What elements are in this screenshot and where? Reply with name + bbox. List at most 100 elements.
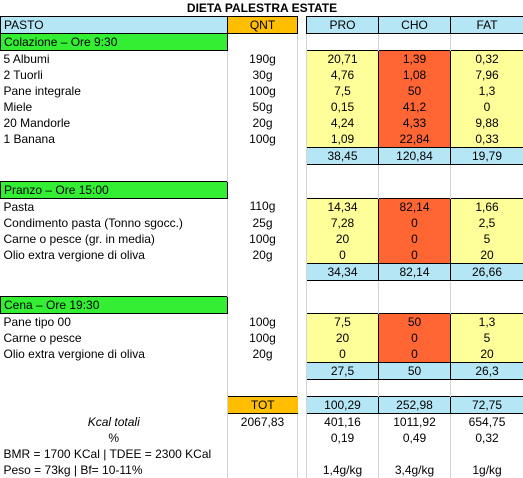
empty-cell[interactable] <box>298 430 307 446</box>
empty-cell[interactable] <box>228 34 298 51</box>
cho-value[interactable]: 0 <box>379 330 451 346</box>
empty-cell[interactable] <box>298 414 307 431</box>
pro-value[interactable]: 0,15 <box>307 99 379 115</box>
fat-total[interactable]: 26,66 <box>451 263 523 280</box>
cho-value[interactable]: 0 <box>379 231 451 247</box>
empty-cell[interactable] <box>228 148 298 165</box>
fat-value[interactable]: 1,3 <box>451 314 523 331</box>
empty-cell[interactable] <box>1 397 228 414</box>
empty-cell[interactable] <box>1 363 228 380</box>
perkg-pro[interactable]: 1,4g/kg <box>307 462 379 478</box>
empty-cell[interactable] <box>298 131 307 148</box>
meal-label[interactable]: Cena – Ore 19:30 <box>1 297 228 314</box>
empty-cell[interactable] <box>298 247 307 264</box>
food-name[interactable]: Carne o pesce (gr. in media) <box>1 231 228 247</box>
pct-cho[interactable]: 0,49 <box>379 430 451 446</box>
cho-total[interactable]: 120,84 <box>379 148 451 165</box>
empty-cell[interactable] <box>298 280 307 297</box>
empty-cell[interactable] <box>298 314 307 331</box>
food-name[interactable]: Pane integrale <box>1 83 228 99</box>
pct-pro[interactable]: 0,19 <box>307 430 379 446</box>
food-qnt[interactable]: 190g <box>228 51 298 68</box>
food-name[interactable]: Olio extra vergione di oliva <box>1 247 228 264</box>
percent-label[interactable]: % <box>1 430 228 446</box>
food-name[interactable]: Pasta <box>1 198 228 215</box>
empty-cell[interactable] <box>379 297 451 314</box>
empty-cell[interactable] <box>298 446 307 462</box>
empty-cell[interactable] <box>298 297 307 314</box>
pro-value[interactable]: 4,76 <box>307 67 379 83</box>
fat-value[interactable]: 7,96 <box>451 67 523 83</box>
header-cho[interactable]: CHO <box>379 17 451 34</box>
food-qnt[interactable]: 100g <box>228 83 298 99</box>
empty-cell[interactable] <box>379 165 451 182</box>
kcal-total[interactable]: 2067,83 <box>228 414 298 431</box>
empty-cell[interactable] <box>298 51 307 68</box>
cho-value[interactable]: 82,14 <box>379 198 451 215</box>
pro-value[interactable]: 7,5 <box>307 83 379 99</box>
cho-value[interactable]: 1,39 <box>379 51 451 68</box>
empty-cell[interactable] <box>451 280 523 297</box>
food-name[interactable]: Miele <box>1 99 228 115</box>
fat-value[interactable]: 5 <box>451 231 523 247</box>
empty-cell[interactable] <box>298 330 307 346</box>
header-qnt[interactable]: QNT <box>228 17 298 34</box>
empty-cell[interactable] <box>1 148 228 165</box>
cho-value[interactable]: 22,84 <box>379 131 451 148</box>
empty-cell[interactable] <box>298 115 307 131</box>
food-qnt[interactable]: 20g <box>228 247 298 264</box>
cho-value[interactable]: 0 <box>379 346 451 363</box>
fat-total[interactable]: 19,79 <box>451 148 523 165</box>
kcal-label[interactable]: Kcal totali <box>1 414 228 431</box>
tot-fat[interactable]: 72,75 <box>451 397 523 414</box>
empty-cell[interactable] <box>228 263 298 280</box>
cho-value[interactable]: 0 <box>379 247 451 264</box>
pro-value[interactable]: 0 <box>307 247 379 264</box>
empty-cell[interactable] <box>228 380 298 397</box>
empty-cell[interactable] <box>298 165 307 182</box>
meal-label[interactable]: Pranzo – Ore 15:00 <box>1 181 228 198</box>
pro-total[interactable]: 38,45 <box>307 148 379 165</box>
food-qnt[interactable]: 20g <box>228 346 298 363</box>
empty-cell[interactable] <box>228 462 298 478</box>
food-qnt[interactable]: 25g <box>228 215 298 231</box>
peso-text[interactable]: Peso = 73kg | Bf= 10-11% <box>1 462 228 478</box>
empty-cell[interactable] <box>451 165 523 182</box>
tot-cho[interactable]: 252,98 <box>379 397 451 414</box>
cho-total[interactable]: 82,14 <box>379 263 451 280</box>
empty-cell[interactable] <box>307 380 379 397</box>
empty-cell[interactable] <box>451 297 523 314</box>
empty-cell[interactable] <box>228 165 298 182</box>
meal-label[interactable]: Colazione – Ore 9:30 <box>1 34 228 51</box>
empty-cell[interactable] <box>379 280 451 297</box>
empty-cell[interactable] <box>298 263 307 280</box>
cho-value[interactable]: 41,2 <box>379 99 451 115</box>
empty-cell[interactable] <box>228 363 298 380</box>
empty-cell[interactable] <box>298 99 307 115</box>
empty-cell[interactable] <box>451 446 523 462</box>
empty-cell[interactable] <box>298 67 307 83</box>
pro-value[interactable]: 20 <box>307 330 379 346</box>
empty-cell[interactable] <box>307 165 379 182</box>
food-qnt[interactable]: 100g <box>228 314 298 331</box>
cho-total[interactable]: 50 <box>379 363 451 380</box>
food-name[interactable]: Condimento pasta (Tonno sgocc.) <box>1 215 228 231</box>
fat-value[interactable]: 1,3 <box>451 83 523 99</box>
empty-cell[interactable] <box>1 165 228 182</box>
empty-cell[interactable] <box>379 181 451 198</box>
empty-cell[interactable] <box>228 446 298 462</box>
food-qnt[interactable]: 50g <box>228 99 298 115</box>
cho-value[interactable]: 50 <box>379 83 451 99</box>
fat-value[interactable]: 0 <box>451 99 523 115</box>
empty-cell[interactable] <box>298 148 307 165</box>
cho-value[interactable]: 0 <box>379 215 451 231</box>
food-name[interactable]: 20 Mandorle <box>1 115 228 131</box>
empty-cell[interactable] <box>298 181 307 198</box>
header-fat[interactable]: FAT <box>451 17 523 34</box>
empty-cell[interactable] <box>1 280 228 297</box>
fat-total[interactable]: 26,3 <box>451 363 523 380</box>
pro-value[interactable]: 7,5 <box>307 314 379 331</box>
fat-value[interactable]: 9,88 <box>451 115 523 131</box>
empty-cell[interactable] <box>298 346 307 363</box>
empty-cell[interactable] <box>1 380 228 397</box>
